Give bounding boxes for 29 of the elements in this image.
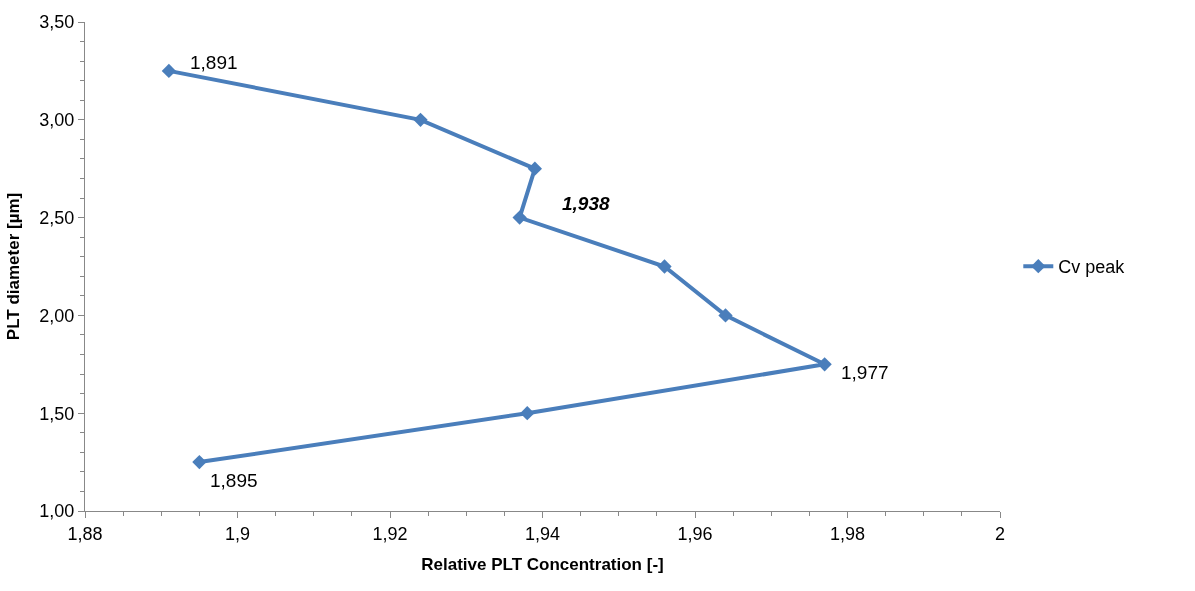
annotation: 1,891 bbox=[190, 52, 238, 73]
y-tick-label: 3,00 bbox=[39, 110, 75, 131]
annotation: 1,938 bbox=[562, 193, 610, 214]
x-tick-label: 1,9 bbox=[224, 523, 251, 544]
y-axis-title: PLT diameter [µm] bbox=[3, 192, 23, 341]
point bbox=[520, 406, 535, 421]
point bbox=[718, 308, 733, 323]
x-tick-label: 1,88 bbox=[67, 523, 103, 544]
y-tick-label: 1,50 bbox=[39, 403, 75, 424]
point bbox=[817, 357, 832, 372]
y-tick-label: 2,50 bbox=[39, 207, 75, 228]
y-tick-label: 1,00 bbox=[39, 501, 75, 522]
legend-label: Cv peak bbox=[1058, 257, 1126, 278]
point bbox=[161, 63, 177, 79]
annotation: 1,977 bbox=[841, 362, 889, 383]
x-tick-label: 1,98 bbox=[829, 523, 866, 544]
x-tick-label: 2 bbox=[994, 523, 1006, 544]
point bbox=[527, 161, 543, 176]
point bbox=[657, 259, 672, 274]
x-tick-label: 1,96 bbox=[677, 523, 713, 544]
y-tick-label: 2,00 bbox=[39, 305, 75, 326]
x-axis-title: Relative PLT Concentration [-] bbox=[421, 555, 664, 574]
y-tick-label: 3,50 bbox=[39, 12, 75, 33]
x-tick-label: 1,92 bbox=[372, 523, 408, 544]
point bbox=[413, 112, 428, 127]
point bbox=[192, 454, 207, 470]
annotation: 1,895 bbox=[210, 470, 258, 491]
x-tick-label: 1,94 bbox=[524, 523, 561, 544]
point bbox=[512, 210, 527, 225]
